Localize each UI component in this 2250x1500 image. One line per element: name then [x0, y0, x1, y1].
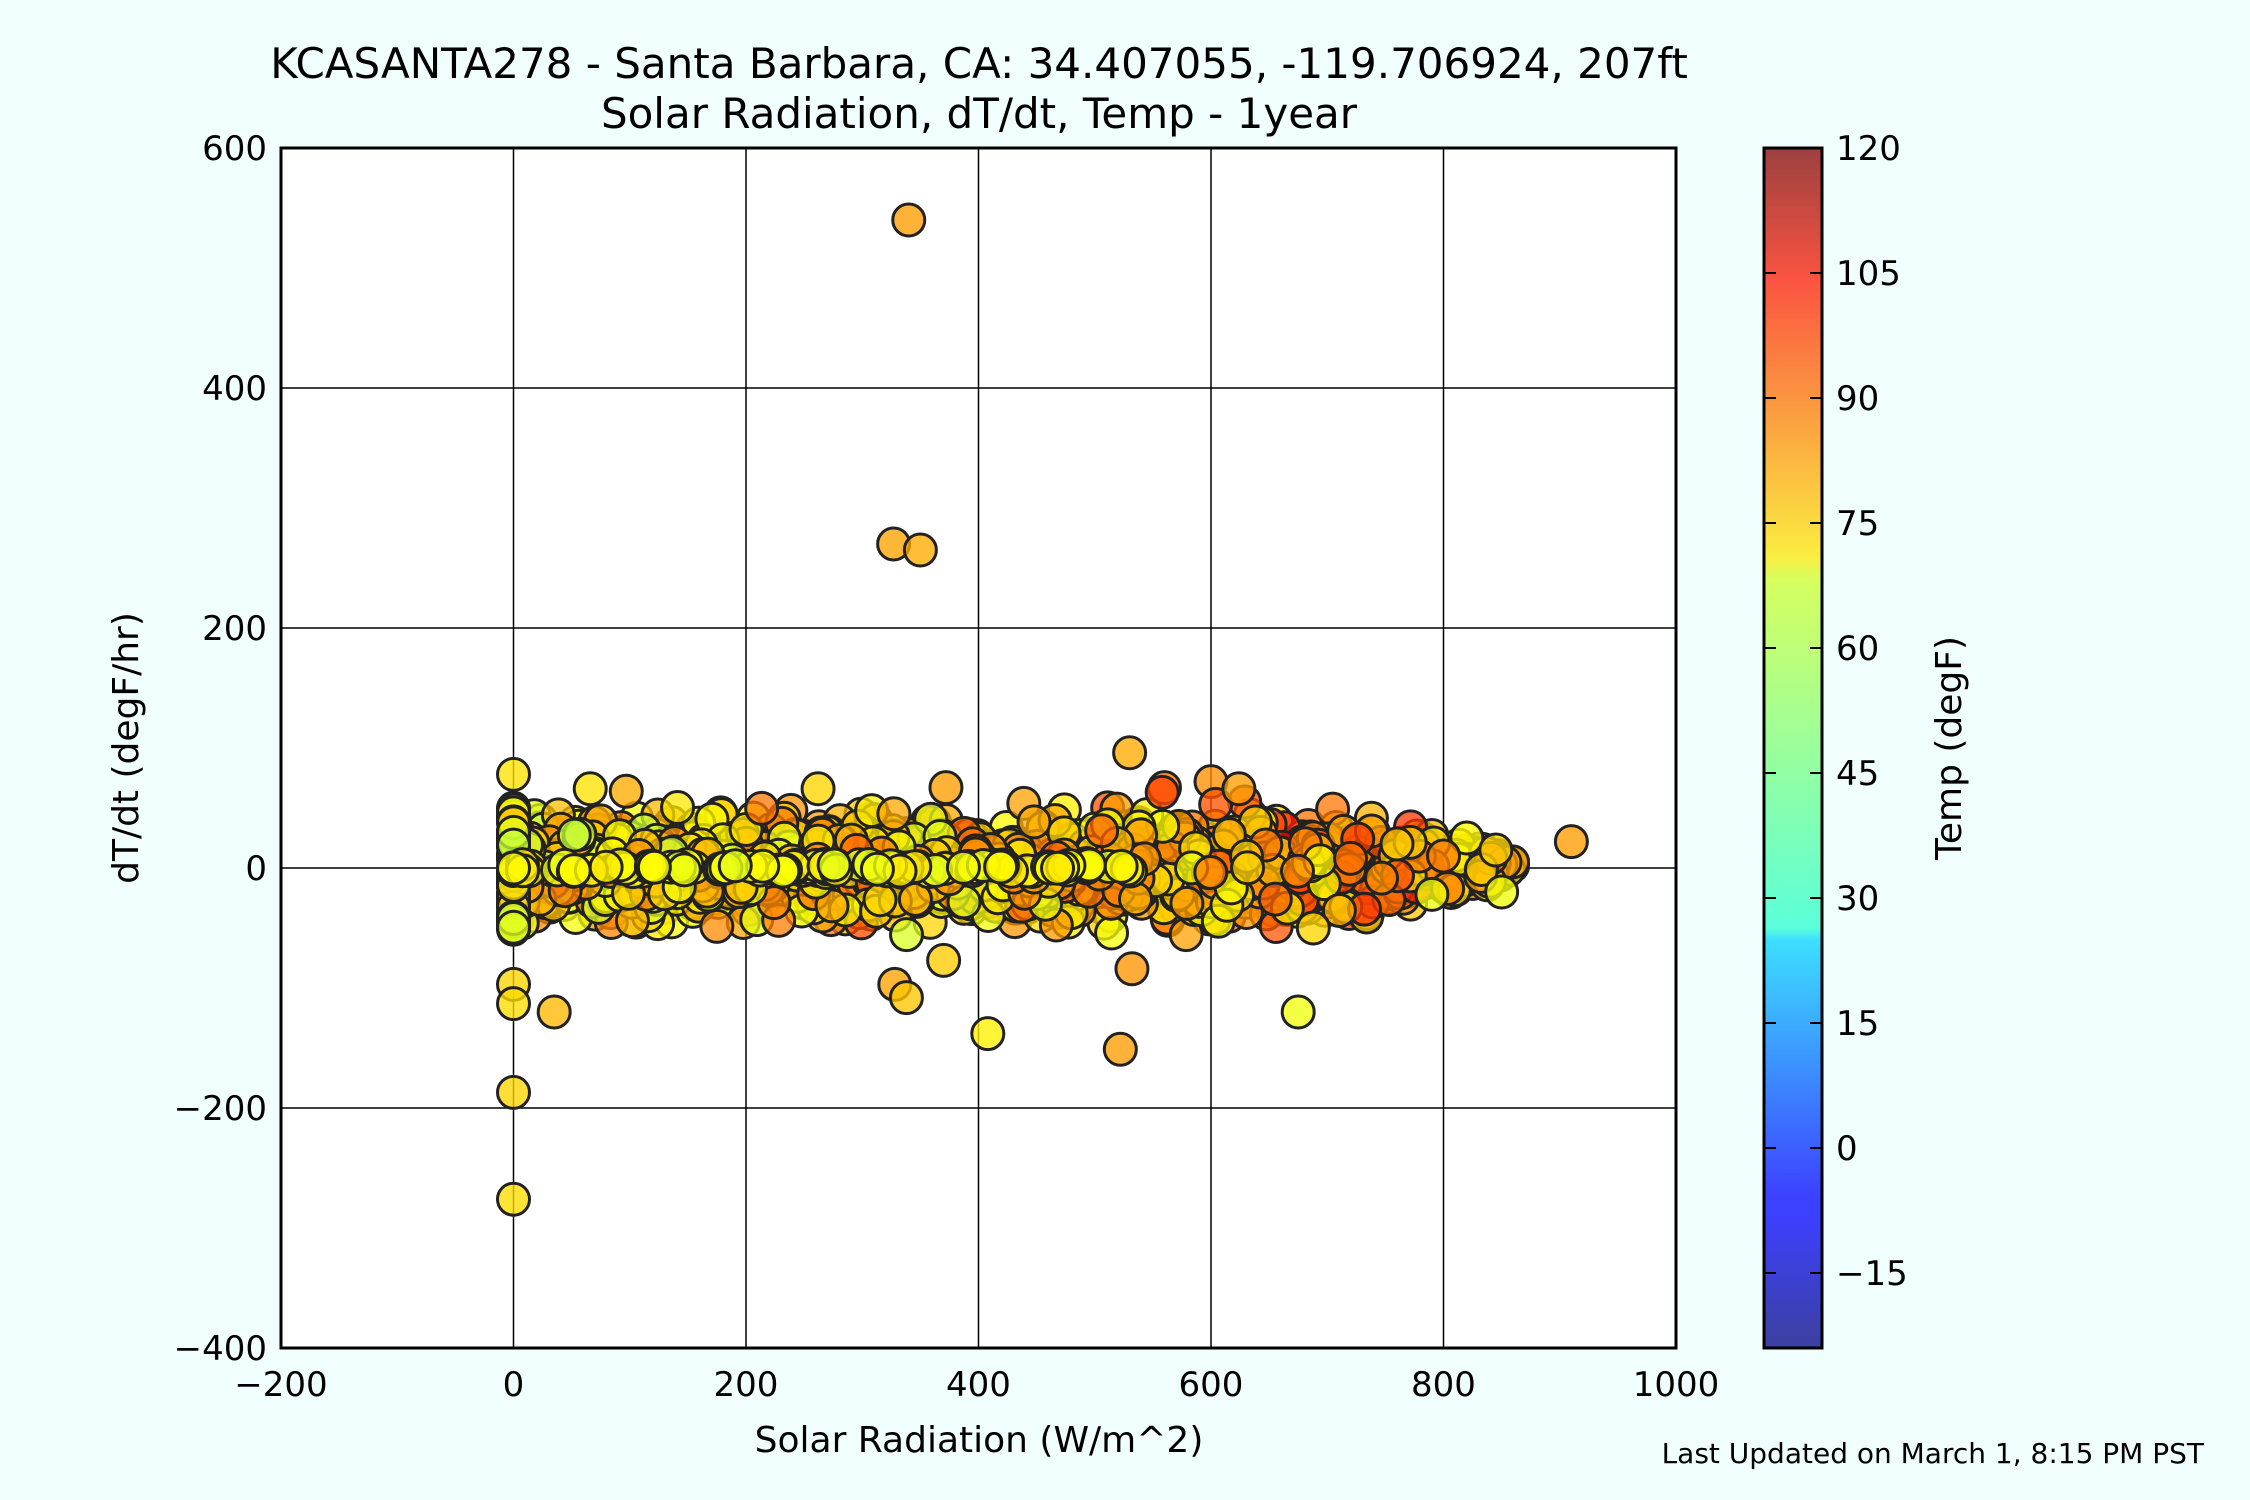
data-point	[536, 994, 572, 1030]
data-point	[608, 773, 644, 809]
colorbar-label: Temp (degF)	[1929, 636, 1970, 861]
last-updated-text: Last Updated on March 1, 8:15 PM PST	[1662, 1437, 2205, 1470]
cluster-point	[816, 847, 852, 883]
colorbar-tick-label: 105	[1836, 254, 1901, 294]
data-point	[496, 756, 531, 792]
colorbar-tick-label: −15	[1836, 1254, 1908, 1294]
data-point	[496, 986, 531, 1022]
x-tick-label: 1000	[1633, 1365, 1720, 1405]
cluster-point	[1103, 848, 1139, 884]
cluster-point	[1084, 813, 1120, 849]
cluster-point	[1193, 854, 1229, 890]
cluster-point	[1364, 860, 1400, 896]
cluster-point	[1257, 881, 1293, 917]
y-tick-label: 200	[202, 609, 267, 649]
cluster-point	[876, 796, 912, 832]
cluster-point	[945, 849, 981, 885]
data-point	[1333, 840, 1368, 876]
data-point	[970, 1016, 1006, 1052]
cluster-point	[699, 908, 735, 944]
plot-frame	[279, 146, 1678, 1350]
x-axis-label: Solar Radiation (W/m^2)	[755, 1420, 1204, 1461]
data-point	[1295, 910, 1331, 946]
cluster-point	[889, 917, 925, 953]
colorbar-tick-label: 120	[1836, 129, 1901, 169]
y-tick-label: −400	[174, 1329, 267, 1369]
colorbar-tick-label: 90	[1836, 379, 1879, 419]
point-cluster	[496, 784, 1531, 953]
data-point	[496, 1074, 531, 1110]
y-tick-label: 400	[202, 369, 267, 409]
chart-title: KCASANTA278 - Santa Barbara, CA: 34.4070…	[270, 39, 1688, 88]
cluster-point	[1279, 853, 1315, 889]
colorbar	[1764, 148, 1822, 1348]
data-point	[1553, 824, 1589, 860]
data-point	[888, 980, 924, 1016]
cluster-point	[1169, 885, 1205, 921]
y-axis-label: dT/dt (degF/hr)	[106, 612, 147, 884]
cluster-point	[744, 790, 780, 826]
y-tick-labels: −400 −200 0 200 400 600	[174, 129, 267, 1369]
x-tick-label: −200	[234, 1365, 327, 1405]
data-point	[1426, 838, 1461, 874]
colorbar-tick-labels: −15 0 15 30 45 60 75 90 105 120	[1764, 129, 1908, 1294]
data-point	[1484, 874, 1520, 910]
x-tick-label: 200	[714, 1365, 779, 1405]
data-point	[1379, 826, 1415, 862]
data-point	[1144, 774, 1180, 810]
data-point	[928, 770, 964, 806]
cluster-point	[496, 909, 531, 945]
cluster-point	[556, 853, 592, 889]
data-point	[1102, 1031, 1138, 1067]
cluster-point	[1321, 893, 1357, 929]
cluster-point	[666, 852, 702, 888]
data-point	[496, 1181, 531, 1217]
y-tick-label: 600	[202, 129, 267, 169]
x-tick-labels: −200 0 200 400 600 800 1000	[234, 1365, 1719, 1405]
x-tick-label: 0	[503, 1365, 525, 1405]
data-point	[902, 532, 938, 568]
chart-subtitle: Solar Radiation, dT/dt, Temp - 1year	[601, 89, 1358, 138]
colorbar-tick-label: 0	[1836, 1129, 1858, 1169]
data-point	[1449, 820, 1485, 856]
cluster-point	[660, 790, 696, 826]
cluster-point	[717, 848, 753, 884]
x-tick-label: 800	[1411, 1365, 1476, 1405]
cluster-point	[588, 849, 624, 885]
data-point	[1478, 832, 1514, 868]
data-point	[572, 771, 608, 807]
data-point	[1414, 876, 1450, 912]
colorbar-tick-label: 45	[1836, 754, 1879, 794]
x-tick-label: 600	[1179, 1365, 1244, 1405]
data-point	[926, 942, 962, 978]
data-point	[1114, 951, 1150, 987]
cluster-point	[983, 849, 1019, 885]
data-point	[1280, 994, 1316, 1030]
data-points	[496, 202, 1589, 1217]
data-point	[496, 850, 531, 886]
data-point	[891, 202, 927, 238]
cluster-point	[1230, 850, 1266, 886]
colorbar-tick-label: 15	[1836, 1004, 1879, 1044]
cluster-point	[814, 888, 850, 924]
colorbar-tick-label: 75	[1836, 504, 1879, 544]
y-tick-label: −200	[174, 1089, 267, 1129]
cluster-point	[1040, 850, 1076, 886]
data-point	[1221, 771, 1257, 807]
cluster-point	[859, 851, 895, 887]
colorbar-tick-label: 60	[1836, 629, 1879, 669]
x-tick-label: 400	[946, 1365, 1011, 1405]
data-point	[800, 771, 836, 807]
cluster-point	[1094, 915, 1130, 951]
cluster-point	[862, 882, 898, 918]
colorbar-tick-label: 30	[1836, 879, 1879, 919]
colorbar-frame	[1762, 146, 1824, 1350]
cluster-point	[636, 849, 672, 885]
cluster-point	[556, 817, 592, 853]
data-point	[1112, 735, 1148, 771]
y-tick-label: 0	[245, 849, 267, 889]
cluster-point	[1016, 804, 1052, 840]
